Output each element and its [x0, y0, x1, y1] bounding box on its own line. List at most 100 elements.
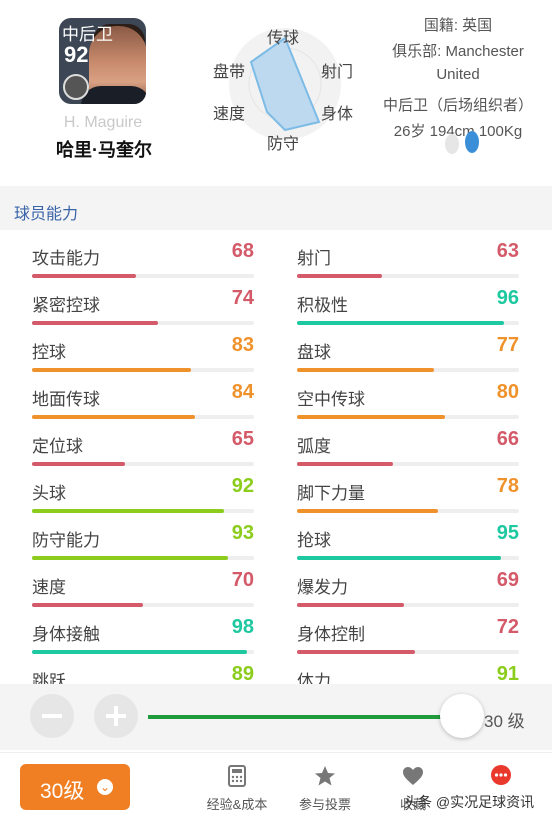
heart-icon	[403, 767, 423, 785]
level-increase-button[interactable]	[94, 694, 138, 738]
attribute-bar-track	[32, 462, 254, 466]
tab-favorite-label: 收藏	[399, 797, 426, 812]
preferred-foot-icon	[445, 131, 479, 154]
attribute-bar-track	[297, 462, 519, 466]
attribute-name: 控球	[32, 343, 66, 362]
attribute-value: 70	[231, 569, 254, 591]
attribute-bar-track	[32, 274, 254, 278]
attribute-name: 盘球	[297, 343, 331, 362]
calculator-icon	[228, 765, 246, 787]
attribute-bar-track	[32, 650, 254, 654]
attribute-row: 定位球 65	[32, 424, 254, 466]
radar-chart: 传球 射门 身体 防守 速度 盘带	[205, 22, 365, 153]
attribute-name: 地面传球	[32, 390, 100, 409]
attribute-bar-fill	[297, 321, 505, 325]
attribute-name: 紧密控球	[32, 296, 100, 315]
attribute-bar-fill	[32, 321, 158, 325]
level-decrease-button[interactable]	[30, 694, 74, 738]
attribute-row: 速度 70	[32, 565, 254, 607]
level-select-button[interactable]: 30级 ⌄	[20, 764, 130, 810]
attribute-name: 积极性	[297, 296, 348, 315]
attribute-bar-fill	[297, 462, 394, 466]
tab-exp-cost-label: 经验&成本	[206, 797, 268, 812]
attribute-bar-track	[297, 509, 519, 513]
attribute-name: 身体接触	[32, 625, 100, 644]
club-badge-icon	[63, 74, 89, 100]
attribute-value: 95	[496, 522, 519, 544]
level-select-label: 30级	[40, 780, 85, 803]
attribute-value: 68	[231, 240, 254, 262]
attribute-value: 98	[231, 616, 254, 638]
attribute-name: 弧度	[297, 437, 331, 456]
attribute-bar-track	[32, 509, 254, 513]
attribute-bar-track	[297, 274, 519, 278]
level-slider-handle[interactable]	[440, 694, 484, 738]
attribute-row: 地面传球 84	[32, 377, 254, 419]
info-role: 中后卫（后场组织者）	[382, 97, 533, 114]
tab-comments[interactable]	[456, 760, 546, 816]
radar-svg	[229, 28, 341, 140]
attribute-bar-fill	[32, 603, 143, 607]
minus-icon	[42, 714, 62, 718]
attribute-name: 防守能力	[32, 531, 100, 550]
attribute-bar-track	[297, 368, 519, 372]
attribute-list: 攻击能力 68 射门 63 紧密控球 74 积极性 96 控球 83 盘球 77 地面传球 84 空中传球 8…	[12, 230, 540, 690]
info-body-stats: 26岁 194cm 100Kg	[393, 123, 523, 140]
info-nationality: 国籍: 英国	[423, 17, 493, 34]
attribute-name: 头球	[32, 484, 66, 503]
attribute-bar-fill	[297, 603, 405, 607]
attribute-bar-fill	[32, 368, 192, 372]
attribute-name: 爆发力	[297, 578, 348, 597]
attribute-bar-fill	[32, 556, 229, 560]
radar-label-defending: 防守	[267, 136, 300, 153]
attribute-value: 69	[496, 569, 519, 591]
level-slider-track[interactable]	[148, 715, 466, 719]
attribute-bar-track	[297, 415, 519, 419]
attribute-bar-fill	[297, 509, 438, 513]
player-photo-shirt	[81, 86, 146, 104]
star-icon	[315, 766, 335, 786]
radar-label-speed: 速度	[213, 106, 246, 123]
attribute-bar-track	[297, 556, 519, 560]
attribute-bar-track	[32, 603, 254, 607]
tab-exp-cost[interactable]: 经验&成本	[192, 760, 282, 816]
attribute-row: 爆发力 69	[297, 565, 519, 607]
attribute-value: 63	[496, 240, 519, 262]
attribute-row: 防守能力 93	[32, 518, 254, 560]
attribute-value: 84	[231, 381, 254, 403]
attribute-value: 92	[231, 475, 254, 497]
attribute-bar-fill	[32, 274, 136, 278]
tab-vote[interactable]: 参与投票	[280, 760, 370, 816]
attribute-row: 紧密控球 74	[32, 283, 254, 325]
attribute-row: 盘球 77	[297, 330, 519, 372]
attribute-bar-fill	[32, 415, 195, 419]
tab-favorite[interactable]: 收藏	[368, 760, 458, 816]
attribute-value: 66	[496, 428, 519, 450]
radar-label-dribbling: 盘带	[213, 64, 246, 81]
attribute-row: 脚下力量 78	[297, 471, 519, 513]
player-card: 中后卫 92	[59, 18, 146, 104]
attribute-row: 积极性 96	[297, 283, 519, 325]
attribute-row: 身体控制 72	[297, 612, 519, 654]
attribute-row: 头球 92	[32, 471, 254, 513]
attribute-bar-track	[32, 321, 254, 325]
radar-label-passing: 传球	[267, 30, 300, 47]
player-header: 中后卫 92 H. Maguire 哈里·马奎尔 传球 射门 身体 防守 速度 …	[0, 0, 552, 186]
attribute-bar-track	[32, 415, 254, 419]
attribute-value: 93	[231, 522, 254, 544]
section-bar	[0, 186, 552, 230]
chevron-down-icon: ⌄	[97, 779, 113, 795]
attribute-value: 65	[231, 428, 254, 450]
attribute-bar-fill	[32, 462, 125, 466]
attribute-bar-track	[32, 556, 254, 560]
attribute-name: 身体控制	[297, 625, 365, 644]
attribute-row: 攻击能力 68	[32, 236, 254, 278]
attribute-bar-track	[297, 603, 519, 607]
watermark: 头条 @实况足球资讯	[404, 794, 535, 810]
attribute-value: 74	[231, 287, 254, 309]
attribute-value: 80	[496, 381, 519, 403]
info-club-cont: United	[436, 66, 480, 83]
info-club: 俱乐部: Manchester	[392, 43, 524, 60]
attribute-name: 速度	[32, 578, 66, 597]
attribute-row: 抢球 95	[297, 518, 519, 560]
